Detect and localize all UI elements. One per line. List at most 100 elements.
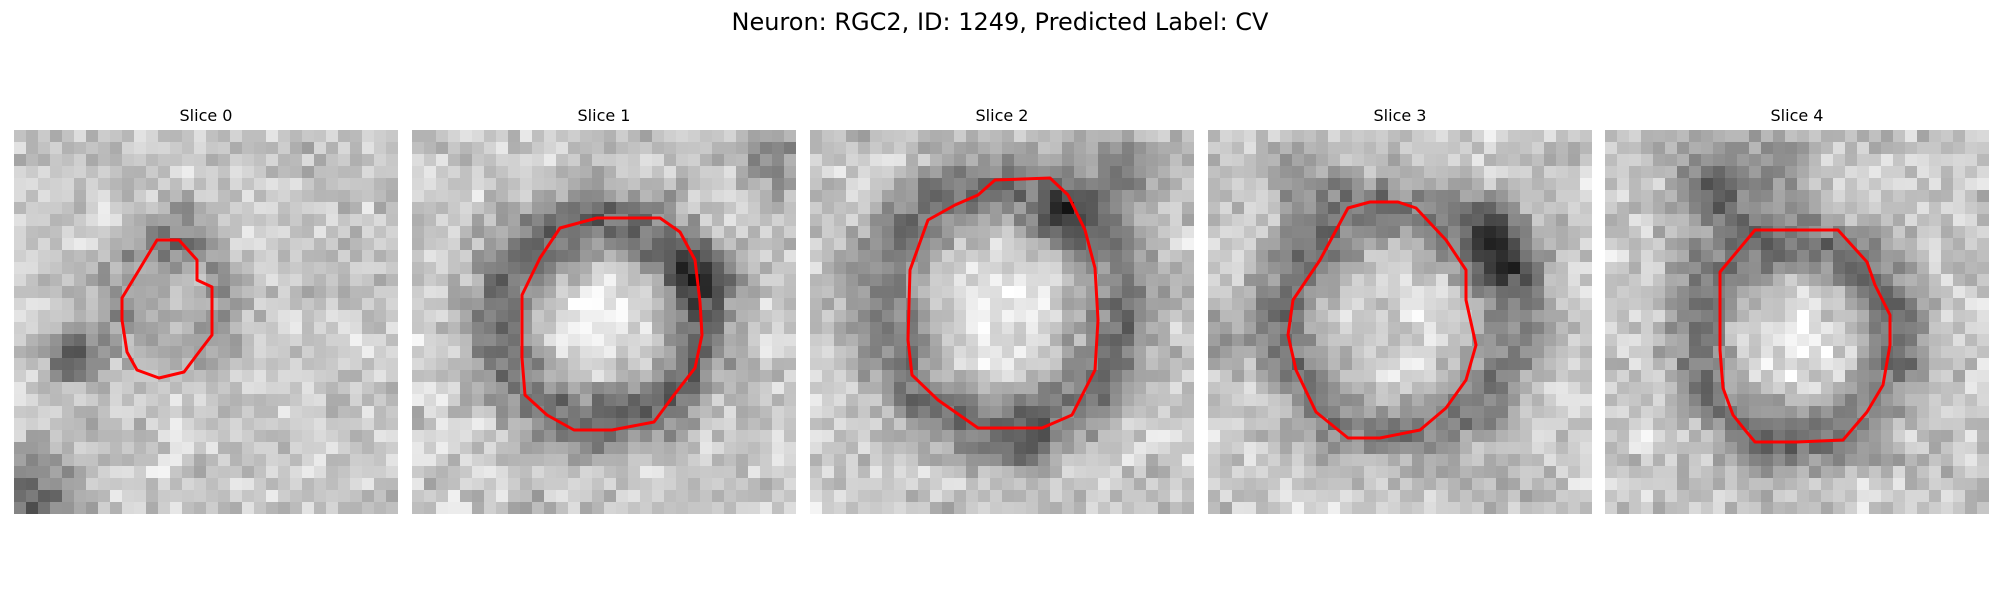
pixel-cell: [1026, 442, 1038, 454]
pixel-cell: [314, 154, 326, 166]
pixel-cell: [894, 286, 906, 298]
pixel-cell: [1977, 238, 1989, 250]
pixel-cell: [1761, 442, 1773, 454]
pixel-cell: [14, 262, 26, 274]
pixel-cell: [760, 370, 772, 382]
pixel-cell: [1232, 406, 1244, 418]
pixel-cell: [1737, 226, 1749, 238]
pixel-cell: [496, 502, 508, 514]
pixel-cell: [1158, 406, 1170, 418]
pixel-cell: [1220, 178, 1232, 190]
pixel-cell: [1340, 454, 1352, 466]
pixel-cell: [1653, 370, 1665, 382]
pixel-cell: [122, 502, 134, 514]
pixel-cell: [1617, 370, 1629, 382]
pixel-cell: [1641, 166, 1653, 178]
pixel-cell: [496, 490, 508, 502]
pixel-cell: [1520, 310, 1532, 322]
pixel-cell: [1653, 334, 1665, 346]
pixel-cell: [1388, 166, 1400, 178]
pixel-cell: [1436, 286, 1448, 298]
pixel-cell: [1508, 370, 1520, 382]
pixel-cell: [98, 478, 110, 490]
pixel-cell: [1905, 238, 1917, 250]
pixel-cell: [724, 466, 736, 478]
pixel-cell: [1809, 310, 1821, 322]
pixel-cell: [894, 394, 906, 406]
pixel-cell: [158, 382, 170, 394]
pixel-cell: [1617, 430, 1629, 442]
pixel-cell: [1182, 430, 1194, 442]
pixel-cell: [1701, 382, 1713, 394]
pixel-cell: [508, 358, 520, 370]
pixel-cell: [122, 478, 134, 490]
pixel-cell: [1869, 442, 1881, 454]
pixel-cell: [784, 274, 796, 286]
pixel-cell: [362, 166, 374, 178]
pixel-cell: [1400, 286, 1412, 298]
pixel-cell: [1580, 346, 1592, 358]
pixel-cell: [314, 226, 326, 238]
pixel-cell: [1737, 250, 1749, 262]
pixel-cell: [218, 478, 230, 490]
pixel-cell: [1641, 214, 1653, 226]
pixel-cell: [1797, 190, 1809, 202]
pixel-cell: [496, 322, 508, 334]
pixel-cell: [712, 346, 724, 358]
pixel-cell: [1568, 334, 1580, 346]
pixel-cell: [1785, 274, 1797, 286]
pixel-cell: [1122, 298, 1134, 310]
pixel-cell: [1158, 166, 1170, 178]
pixel-cell: [350, 418, 362, 430]
pixel-cell: [460, 154, 472, 166]
pixel-cell: [1749, 370, 1761, 382]
pixel-cell: [1785, 178, 1797, 190]
pixel-cell: [74, 262, 86, 274]
pixel-cell: [254, 298, 266, 310]
pixel-cell: [918, 394, 930, 406]
pixel-cell: [110, 442, 122, 454]
pixel-cell: [1208, 226, 1220, 238]
pixel-cell: [1568, 238, 1580, 250]
pixel-cell: [1773, 262, 1785, 274]
pixel-cell: [978, 334, 990, 346]
pixel-cell: [1508, 298, 1520, 310]
pixel-cell: [1689, 298, 1701, 310]
pixel-cell: [1689, 238, 1701, 250]
pixel-cell: [1773, 178, 1785, 190]
pixel-cell: [1785, 346, 1797, 358]
pixel-cell: [1857, 178, 1869, 190]
pixel-cell: [496, 178, 508, 190]
pixel-cell: [1340, 358, 1352, 370]
pixel-cell: [1472, 178, 1484, 190]
pixel-cell: [568, 394, 580, 406]
pixel-cell: [640, 334, 652, 346]
pixel-cell: [122, 454, 134, 466]
pixel-cell: [350, 142, 362, 154]
pixel-cell: [676, 358, 688, 370]
pixel-cell: [640, 394, 652, 406]
pixel-cell: [1376, 250, 1388, 262]
pixel-cell: [314, 418, 326, 430]
pixel-cell: [1268, 502, 1280, 514]
pixel-cell: [1737, 370, 1749, 382]
pixel-cell: [954, 154, 966, 166]
pixel-cell: [1122, 142, 1134, 154]
pixel-cell: [1352, 406, 1364, 418]
pixel-cell: [362, 382, 374, 394]
pixel-cell: [1400, 238, 1412, 250]
pixel-cell: [664, 130, 676, 142]
pixel-cell: [1304, 130, 1316, 142]
pixel-cell: [1845, 358, 1857, 370]
pixel-cell: [350, 298, 362, 310]
pixel-cell: [1773, 358, 1785, 370]
pixel-cell: [1905, 310, 1917, 322]
pixel-cell: [1460, 238, 1472, 250]
pixel-cell: [158, 286, 170, 298]
pixel-cell: [652, 358, 664, 370]
pixel-cell: [1134, 310, 1146, 322]
pixel-cell: [1256, 442, 1268, 454]
pixel-cell: [954, 190, 966, 202]
pixel-cell: [870, 250, 882, 262]
pixel-cell: [206, 382, 218, 394]
